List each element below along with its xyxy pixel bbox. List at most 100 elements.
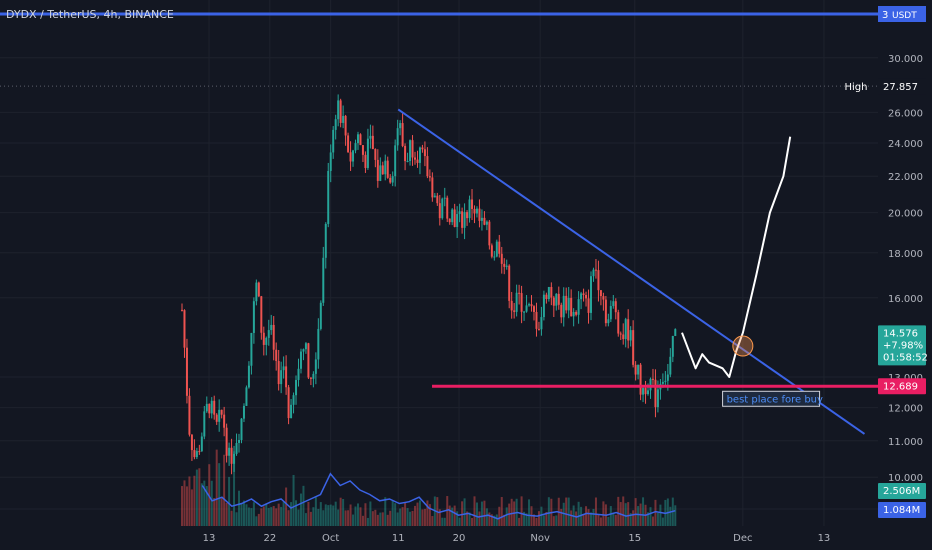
candle-body (299, 351, 302, 369)
volume-bar (260, 508, 263, 526)
volume-bar (366, 517, 369, 526)
candle-body (334, 119, 337, 130)
volume-bar (523, 511, 526, 526)
candle-body (409, 140, 412, 161)
x-tick-label: 13 (203, 533, 216, 544)
candle-body (619, 333, 622, 335)
candle-body (327, 170, 330, 224)
volume-bar (642, 497, 645, 526)
volume-bar (285, 487, 288, 526)
candle-body (374, 149, 377, 160)
volume-bar (493, 515, 496, 526)
candle-body (669, 356, 672, 375)
candle-body (651, 378, 654, 380)
volume-bar (257, 513, 260, 526)
candle-body (423, 149, 426, 157)
volume-bar (322, 510, 325, 526)
candle-body (339, 100, 342, 123)
volume-bar (225, 502, 228, 526)
candle-body (505, 265, 508, 267)
candle-body (639, 364, 642, 395)
volume-bar (215, 449, 218, 526)
candle-body (555, 293, 558, 306)
candle-body (257, 282, 260, 297)
volume-bar (480, 501, 483, 526)
volume-bar (409, 511, 412, 526)
candle-body (480, 217, 483, 221)
candle-body (267, 330, 270, 338)
high-badge-bg (878, 78, 926, 95)
candle-body (329, 152, 332, 171)
candle-body (644, 388, 647, 395)
candle-body (369, 135, 372, 139)
volume-bar (542, 515, 545, 526)
volume-bar (198, 468, 201, 526)
volume-bar (347, 510, 350, 526)
candle-body (396, 128, 399, 146)
candle-body (287, 387, 290, 419)
candle-body (609, 306, 612, 320)
candle-body (483, 217, 486, 225)
y-tick-label: 22.000 (888, 172, 923, 183)
volume-bar (592, 508, 595, 526)
candle-body (181, 309, 183, 311)
volume-bar (275, 508, 278, 526)
volume-bar (193, 475, 196, 526)
candle-body (185, 347, 188, 396)
volume-bar (423, 508, 426, 526)
price-badge-text: 01:58:52 (883, 352, 928, 363)
volume-bar (245, 504, 248, 526)
volume-bar (394, 503, 397, 526)
candle-body (225, 427, 228, 456)
volume-bar (292, 474, 295, 526)
x-tick-label: 13 (818, 533, 831, 544)
volume-bar (654, 499, 657, 526)
candle-body (309, 377, 312, 379)
annotation-text: best place fore buy (727, 394, 823, 405)
candle-body (575, 312, 578, 315)
candle-body (314, 359, 317, 374)
candle-body (354, 143, 357, 151)
candle-body (270, 324, 273, 331)
candle-body (666, 374, 669, 381)
candle-body (198, 451, 201, 453)
candle-body (490, 245, 493, 257)
candle-body (238, 439, 241, 443)
volume-bar (498, 506, 501, 526)
volume-bar (282, 502, 285, 526)
volume-bar (200, 483, 203, 526)
axis-currency: USDT (892, 11, 917, 21)
volume-bar (185, 486, 188, 526)
candle-body (473, 208, 476, 214)
volume-bar (307, 501, 310, 526)
candle-body (629, 330, 632, 341)
volume-badge-text: 2.506M (883, 486, 920, 497)
candle-body (451, 209, 454, 223)
volume-bar (570, 510, 573, 526)
candle-body (399, 123, 402, 129)
candle-body (656, 389, 659, 408)
candle-body (592, 269, 595, 277)
volume-bar (587, 509, 590, 526)
candle-body (195, 451, 198, 458)
volume-bar (374, 509, 377, 526)
support-badge-text: 12.689 (883, 381, 918, 392)
candle-body (386, 160, 389, 178)
volume-bar (585, 506, 588, 526)
volume-bar (406, 508, 409, 526)
candle-body (371, 135, 374, 150)
volume-bar (577, 501, 580, 526)
volume-bar (649, 507, 652, 526)
candle-body (597, 270, 600, 291)
y-tick-label: 20.000 (888, 209, 923, 220)
candle-body (604, 299, 607, 324)
volume-bar (247, 507, 250, 526)
volume-bar (599, 517, 602, 526)
volume-bar (369, 501, 372, 526)
price-badge-text: +7.98% (883, 340, 923, 351)
candle-body (624, 319, 627, 340)
candle-body (468, 199, 471, 219)
volume-bar (451, 507, 454, 526)
